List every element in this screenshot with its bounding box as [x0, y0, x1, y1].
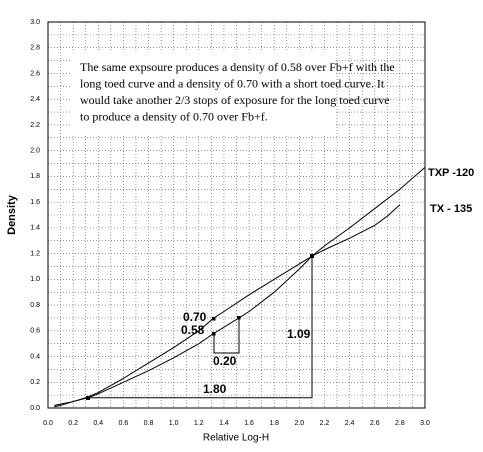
callout: 1.09: [287, 327, 311, 341]
y-tick-label: 2.2: [30, 122, 40, 129]
y-tick-label: 0.4: [30, 353, 40, 360]
series-label: TX - 135: [430, 203, 472, 215]
x-tick-label: 0.6: [119, 420, 129, 427]
guide-line: [88, 256, 313, 399]
y-tick-label: 0.2: [30, 379, 40, 386]
x-tick-label: 3.0: [420, 420, 430, 427]
x-tick-label: 2.6: [370, 420, 380, 427]
y-tick-label: 1.0: [30, 276, 40, 283]
x-tick-label: 2.2: [320, 420, 330, 427]
callout: 0.58: [181, 323, 205, 337]
callout: 0.70: [183, 310, 207, 324]
callout: 0.20: [213, 354, 237, 368]
y-tick-label: 2.6: [30, 70, 40, 77]
x-tick-label: 0.2: [68, 420, 78, 427]
x-axis-label: Relative Log-H: [203, 433, 269, 444]
guide-line: [213, 318, 240, 354]
x-tick-label: 2.4: [345, 420, 355, 427]
x-tick-label: 0.8: [144, 420, 154, 427]
marker: [237, 316, 241, 320]
x-tick-label: 1.4: [219, 420, 229, 427]
note-box: [72, 52, 334, 136]
series-label: TXP -120: [428, 167, 474, 179]
x-tick-label: 0.0: [43, 420, 53, 427]
y-tick-label: 0.0: [30, 405, 40, 412]
y-tick-label: 1.8: [30, 173, 40, 180]
note-line: The same expsoure produces a density of …: [80, 60, 395, 74]
x-tick-label: 1.8: [269, 420, 279, 427]
y-tick-label: 1.4: [30, 225, 40, 232]
y-tick-label: 1.2: [30, 250, 40, 257]
x-tick-label: 1.0: [169, 420, 179, 427]
x-tick-label: 1.6: [244, 420, 254, 427]
plot-frame: [47, 21, 426, 409]
x-tick-label: 1.2: [194, 420, 204, 427]
marker: [212, 332, 216, 336]
y-tick-label: 0.6: [30, 328, 40, 335]
marker: [86, 396, 90, 400]
y-tick-label: 2.8: [30, 45, 40, 52]
y-axis-label: Density: [6, 194, 18, 235]
x-tick-label: 0.4: [93, 420, 103, 427]
y-tick-label: 0.8: [30, 302, 40, 309]
guides: [88, 256, 313, 399]
y-tick-label: 3.0: [30, 19, 40, 26]
marker: [212, 317, 216, 321]
y-tick-label: 1.6: [30, 199, 40, 206]
y-tick-label: 2.4: [30, 96, 40, 103]
markers: [86, 254, 314, 400]
note-line: long toed curve and a density of 0.70 wi…: [80, 76, 385, 90]
marker: [310, 254, 314, 258]
x-tick-label: 2.8: [395, 420, 405, 427]
y-tick-label: 2.0: [30, 148, 40, 155]
x-tick-label: 2.0: [294, 420, 304, 427]
note-line: to produce a density of 0.70 over Fb+f.: [80, 109, 268, 123]
callout: 1.80: [203, 382, 227, 396]
note-line: would take another 2/3 stops of exposure…: [80, 93, 390, 107]
